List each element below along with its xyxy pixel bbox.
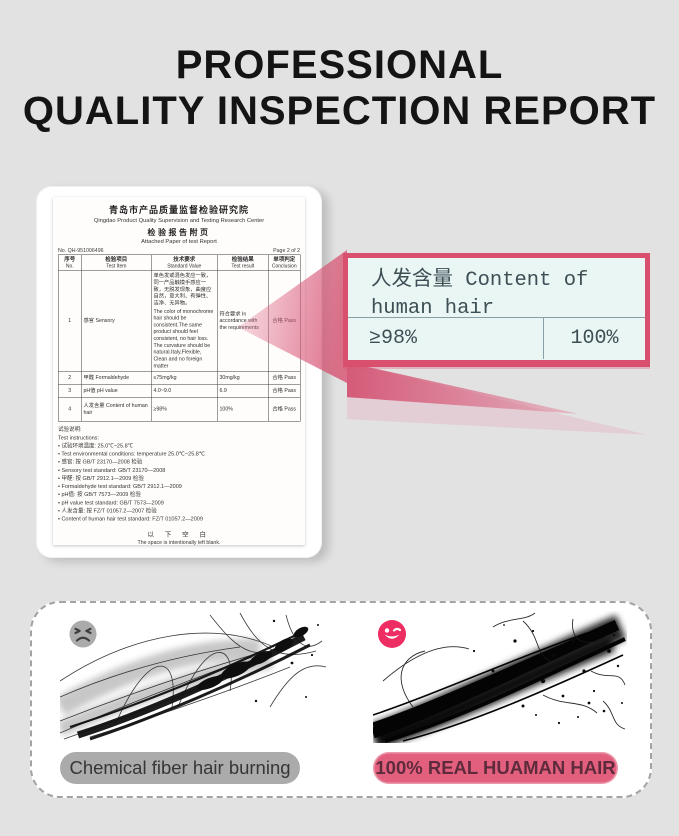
note-line: Formaldehyde test standard: GB/T 2912.1—… <box>58 483 300 491</box>
blank-note: 以 下 空 白 The space is intentionally left … <box>137 530 221 545</box>
page-title: PROFESSIONAL QUALITY INSPECTION REPORT <box>0 42 679 134</box>
sad-face-icon <box>69 620 97 648</box>
happy-face-icon <box>378 620 406 648</box>
comparison-right: 100% REAL HUAMAN HAIR <box>341 603 650 796</box>
real-hair-image <box>373 611 627 743</box>
note-line: Sensory test standard: GB/T 23170—2008 <box>58 466 300 474</box>
col-conclusion: 单项判定 Conclusion <box>268 254 301 272</box>
callout-result-value: 100% <box>570 327 619 350</box>
left-label: Chemical fiber hair burning <box>69 757 291 778</box>
test-instructions: 试验说明: Test instructions: 试验环境温度: 25.0℃~2… <box>58 426 300 524</box>
col-no: 序号 No. <box>58 254 82 272</box>
note-line: 试验环境温度: 25.0℃~25.8℃ <box>58 442 300 450</box>
result-callout: 人发含量 Content of human hair ≥98% 100% <box>343 253 650 367</box>
report-doc-no: No. QH-951006496 <box>58 247 104 254</box>
table-row: 4 人发含量 Content of human hair ≥98% 100% 合… <box>58 397 301 422</box>
left-label-pill: Chemical fiber hair burning <box>60 752 300 784</box>
report-paper: 青岛市产品质量监督检验研究院 Qingdao Product Quality S… <box>53 197 305 545</box>
page-title-line1: PROFESSIONAL <box>175 43 504 87</box>
notes-title-cn: 试验说明: <box>58 426 82 433</box>
callout-standard-value: ≥98% <box>348 318 545 359</box>
note-line: 人发含量: 按 FZ/T 01057.2—2007 检验 <box>58 507 300 515</box>
callout-title: 人发含量 Content of human hair <box>348 258 645 320</box>
report-meta: No. QH-951006496 Page 2 of 2 <box>58 248 300 254</box>
note-line: Content of human hair test standard: FZ/… <box>58 515 300 523</box>
report-subheader-cn: 检验报告附页 <box>147 228 211 238</box>
report-header-en: Qingdao Product Quality Supervision and … <box>93 217 265 224</box>
table-header-row: 序号 No. 检验项目 Test Item 技术要求 Standard Value 检… <box>58 254 301 272</box>
page-title-line2: QUALITY INSPECTION REPORT <box>22 89 657 133</box>
report-subheader-en: Attached Paper of test Report <box>141 238 217 245</box>
right-label-pill: 100% REAL HUAMAN HAIR <box>373 752 618 784</box>
table-row: 2 甲醛 Formaldehyde ≤75mg/kg 30mg/kg 合格 Pa… <box>58 371 301 385</box>
note-line: 感官: 按 GB/T 23170—2008 检验 <box>58 458 300 466</box>
col-result: 检验结果 Test result <box>217 254 269 272</box>
comparison-left: Chemical fiber hair burning <box>32 603 341 796</box>
table-row: 3 pH值 pH value 4.0~9.0 6.9 合格 Pass <box>58 384 301 398</box>
report-header-cn: 青岛市产品质量监督检验研究院 <box>109 205 249 215</box>
report-table: 序号 No. 检验项目 Test Item 技术要求 Standard Value 检… <box>58 254 301 422</box>
comparison-card: Chemical fiber hair burning <box>30 601 652 798</box>
right-label: 100% REAL HUAMAN HAIR <box>375 757 616 778</box>
col-item: 检验项目 Test Item <box>81 254 152 272</box>
note-line: Test environmental conditions: temperatu… <box>58 450 300 458</box>
note-line: 甲醛: 按 GB/T 2912.1—2009 检验 <box>58 474 300 482</box>
col-standard: 技术要求 Standard Value <box>151 254 218 272</box>
report-tablet: 青岛市产品质量监督检验研究院 Qingdao Product Quality S… <box>36 186 322 558</box>
notes-title-en: Test instructions: <box>58 434 99 441</box>
report-page-no: Page 2 of 2 <box>273 247 300 254</box>
note-line: pH value test standard: GB/T 7573—2009 <box>58 499 300 507</box>
note-line: pH值: 按 GB/T 7573—2009 检验 <box>58 491 300 499</box>
chemical-fiber-hair-image <box>60 611 332 745</box>
